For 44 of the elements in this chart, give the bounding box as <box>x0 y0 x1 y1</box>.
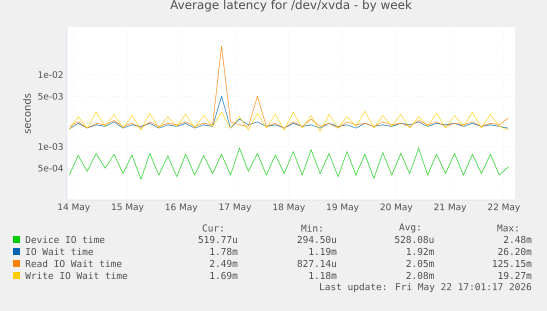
text: Cur: <box>202 224 223 232</box>
text: 1.19m <box>309 248 336 256</box>
text: 1.69m <box>210 272 238 280</box>
text: Min: <box>301 224 322 232</box>
legend-label: IO Wait time <box>26 248 94 256</box>
text: 2.48m <box>504 236 532 244</box>
y-tick-label: 5e-03 <box>38 92 63 100</box>
text: Max: <box>497 224 518 232</box>
text: 1.18m <box>309 272 336 280</box>
legend-label: Write IO Wait time <box>25 272 128 280</box>
text: 2.49m <box>210 260 238 268</box>
text: 2.05m <box>406 260 434 268</box>
text: 528.08u <box>395 236 434 244</box>
y-tick-label: 5e-04 <box>38 164 63 172</box>
y-tick-label: 1e-03 <box>38 143 63 150</box>
x-tick-label: 17 May <box>220 204 252 212</box>
x-tick-label: 15 May <box>112 204 144 212</box>
x-tick-label: 22 May <box>488 204 520 212</box>
x-tick-label: 14 May <box>58 204 90 212</box>
x-tick-label: 18 May <box>273 204 305 212</box>
x-tick-label: 21 May <box>434 204 466 212</box>
text: 125.15m <box>493 260 532 268</box>
y-axis-title: seconds <box>23 94 31 134</box>
line-series <box>68 148 509 180</box>
x-tick-label: 19 May <box>327 204 359 212</box>
chart-title: Average latency for /dev/xvda - by week <box>170 0 412 12</box>
y-tick-label: 1e-02 <box>38 71 63 78</box>
text: 2.08m <box>406 272 434 280</box>
text: 1.78m <box>210 248 238 256</box>
text: Avg: <box>399 224 420 232</box>
legend-label: Device IO time <box>26 236 104 244</box>
x-tick-label: 16 May <box>166 204 198 212</box>
text: Last update: Fri May 22 17:01:17 2026 <box>320 282 532 292</box>
x-tick-label: 20 May <box>380 204 412 212</box>
text: 827.14u <box>298 260 336 268</box>
text: 19.27m <box>498 272 532 280</box>
text: 1.92m <box>406 248 434 256</box>
text: 519.77u <box>198 236 237 244</box>
line-series <box>68 110 509 132</box>
line-series <box>68 46 509 128</box>
text: 26.20m <box>498 248 532 256</box>
legend-label: Read IO Wait time <box>26 260 122 268</box>
text: 294.50u <box>298 236 336 244</box>
line-series <box>68 96 509 130</box>
